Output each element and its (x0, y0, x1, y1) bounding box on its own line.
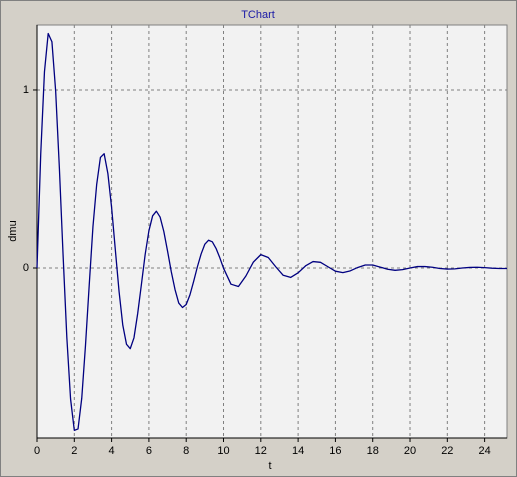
x-tick-label: 0 (34, 445, 40, 457)
x-tick-label: 12 (255, 445, 267, 457)
x-tick-label: 14 (292, 445, 304, 457)
y-axis-label: dmu (7, 220, 19, 241)
x-tick-label: 22 (441, 445, 453, 457)
x-tick-label: 20 (404, 445, 416, 457)
x-tick-label: 10 (217, 445, 229, 457)
plot-area (36, 24, 508, 439)
x-tick-label: 2 (71, 445, 77, 457)
x-tick-label: 16 (329, 445, 341, 457)
x-tick-label: 24 (478, 445, 490, 457)
x-tick-label: 4 (109, 445, 115, 457)
x-tick-label: 18 (367, 445, 379, 457)
x-tick-label: 8 (183, 445, 189, 457)
chart-title: TChart (241, 9, 275, 21)
data-line (36, 32, 507, 431)
x-axis-label: t (268, 460, 271, 472)
y-tick-label: 1 (23, 84, 29, 96)
y-tick-label: 0 (23, 262, 29, 274)
x-tick-label: 6 (146, 445, 152, 457)
